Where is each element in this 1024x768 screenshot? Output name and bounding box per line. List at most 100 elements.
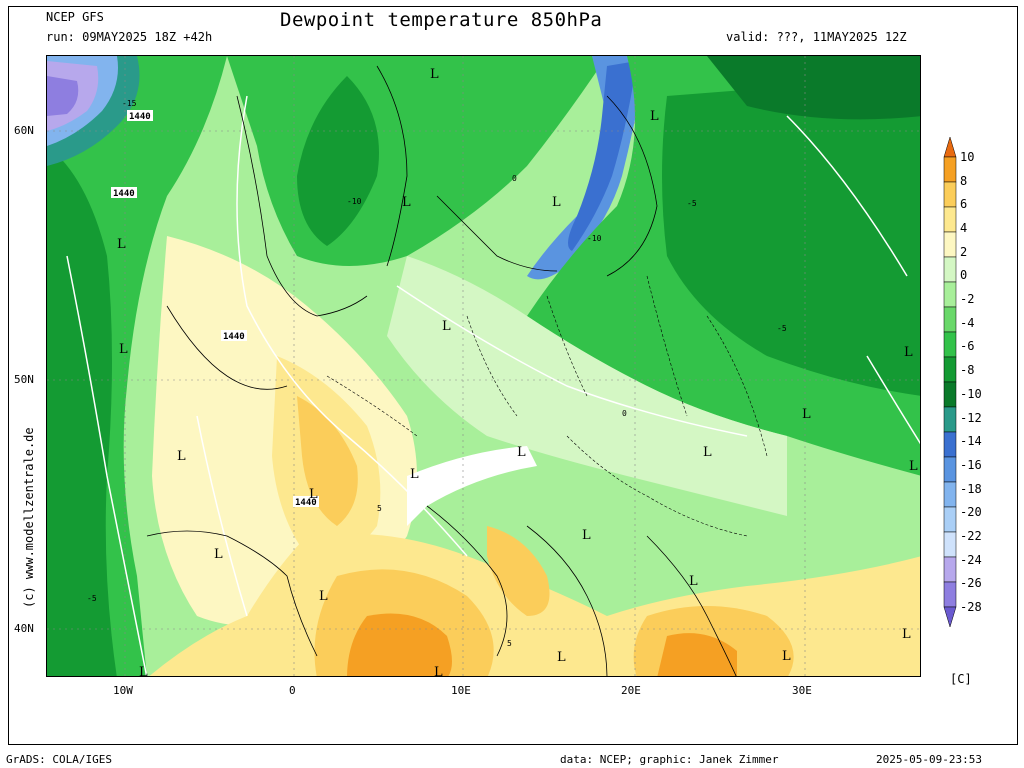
colorbar-tick-label: -6: [960, 339, 975, 354]
lon-label-0: 0: [289, 684, 296, 697]
colorbar-swatch: [943, 556, 957, 583]
footer-software: GrADS: COLA/IGES: [6, 753, 112, 766]
run-info: run: 09MAY2025 18Z +42h: [46, 30, 213, 44]
dewpoint-label: -5: [87, 594, 97, 603]
colorbar-tick-label: -26: [960, 576, 982, 591]
colorbar-swatch: [943, 331, 957, 358]
dewpoint-label: -15: [122, 99, 137, 108]
model-name: NCEP GFS: [46, 10, 104, 24]
footer-source: data: NCEP; graphic: Janek Zimmer: [560, 753, 779, 766]
figure-frame: [8, 6, 1018, 745]
dewpoint-label: -5: [687, 199, 697, 208]
colorbar-tick-label: -12: [960, 410, 982, 425]
colorbar-swatch: [943, 206, 957, 233]
low-pressure-marker: L: [402, 195, 411, 210]
colorbar-swatch: [943, 431, 957, 458]
dewpoint-label: 5: [377, 504, 382, 513]
pressure-label: 1440: [113, 189, 135, 199]
low-pressure-marker: L: [904, 345, 913, 360]
colorbar-swatch: [943, 481, 957, 508]
low-pressure-marker: L: [552, 195, 561, 210]
colorbar-tick-label: -24: [960, 552, 982, 567]
colorbar-swatch: [943, 281, 957, 308]
unit-label: [C]: [950, 672, 972, 686]
colorbar-swatch: [943, 406, 957, 433]
dewpoint-label: -10: [587, 234, 602, 243]
low-pressure-marker: L: [782, 649, 791, 664]
lon-label-20e: 20E: [621, 684, 641, 697]
colorbar-tick-label: -16: [960, 457, 982, 472]
pressure-label: 1440: [223, 332, 245, 342]
colorbar-tick-label: 0: [960, 268, 968, 283]
colorbar-swatch: [943, 506, 957, 533]
low-pressure-marker: L: [319, 589, 328, 604]
low-pressure-marker: L: [557, 650, 566, 665]
colorbar-swatch: [943, 356, 957, 383]
low-marker-group: L L L L L L L L L L L L L L L L L L L L …: [117, 67, 918, 677]
colorbar-tick-label: -2: [960, 292, 975, 307]
colorbar-tick-label: 6: [960, 197, 968, 212]
colorbar-swatch: [943, 531, 957, 558]
low-pressure-marker: L: [119, 342, 128, 357]
pressure-label-group: 1440 1440 1440 1440: [111, 110, 319, 508]
dewpoint-label: 5: [507, 639, 512, 648]
dewpoint-label: -5: [777, 324, 787, 333]
low-pressure-marker: L: [909, 459, 918, 474]
colorbar-tick-label: -14: [960, 434, 982, 449]
low-pressure-marker: L: [214, 547, 223, 562]
dewpoint-label: 0: [622, 409, 627, 418]
lon-label-10w: 10W: [113, 684, 133, 697]
low-pressure-marker: L: [434, 665, 443, 677]
colorbar-swatch: [943, 456, 957, 483]
colorbar-swatch: [943, 181, 957, 208]
lat-label-40n: 40N: [14, 622, 34, 635]
country-borders: [326, 275, 768, 537]
lat-label-50n: 50N: [14, 373, 34, 386]
geopotential-contours: [66, 95, 920, 676]
colorbar-tick-label: -20: [960, 505, 982, 520]
colorbar-swatch: [943, 306, 957, 333]
colorbar-tick-label: 4: [960, 221, 968, 236]
colorbar-tick-label: 8: [960, 173, 968, 188]
dewpoint-label-group: -15 -10 -5 0 5 -10 -5 0 5 -5: [87, 99, 787, 648]
low-pressure-marker: L: [309, 487, 318, 502]
lon-label-30e: 30E: [792, 684, 812, 697]
map-title: Dewpoint temperature 850hPa: [280, 9, 603, 31]
colorbar-swatch: [943, 231, 957, 258]
colorbar-tick-label: -22: [960, 528, 982, 543]
colorbar-swatch: [943, 256, 957, 283]
low-pressure-marker: L: [117, 237, 126, 252]
low-pressure-marker: L: [902, 627, 911, 642]
colorbar-swatch: [943, 156, 957, 183]
low-pressure-marker: L: [139, 665, 148, 677]
low-pressure-marker: L: [802, 407, 811, 422]
low-pressure-marker: L: [410, 467, 419, 482]
coastlines: [146, 65, 737, 676]
colorbar-tick-label: -4: [960, 315, 975, 330]
low-pressure-marker: L: [430, 67, 439, 82]
colorbar-tick-label: 2: [960, 244, 968, 259]
alps-mask: [407, 446, 537, 526]
low-pressure-marker: L: [582, 528, 591, 543]
lon-label-10e: 10E: [451, 684, 471, 697]
colorbar-swatch: [943, 606, 957, 628]
dewpoint-map: -15 -10 -5 0 5 -10 -5 0 5 -5 1440 1440 1…: [46, 55, 921, 677]
colorbar-tick-label: 10: [960, 150, 975, 164]
colorbar-tick-label: -10: [960, 386, 982, 401]
low-pressure-marker: L: [517, 445, 526, 460]
pressure-label: 1440: [295, 498, 317, 508]
colorbar: 10 8 6 4 2 0 -2 -4 -6 -8 -10 -12 -14 -16 -18 -20 -22 -24 -…: [942, 136, 1012, 628]
low-pressure-marker: L: [442, 319, 451, 334]
valid-time: valid: ???, 11MAY2025 12Z: [726, 30, 907, 44]
lat-lon-grid: [47, 56, 920, 676]
colorbar-tick-label: -28: [960, 600, 982, 614]
low-pressure-marker: L: [703, 445, 712, 460]
lat-label-60n: 60N: [14, 124, 34, 137]
colorbar-tick-label: -18: [960, 481, 982, 496]
low-pressure-marker: L: [650, 109, 659, 124]
low-pressure-marker: L: [689, 574, 698, 589]
pressure-label: 1440: [129, 112, 151, 122]
colorbar-swatch: [943, 381, 957, 408]
credit-text: (c) www.modellzentrale.de: [22, 427, 36, 608]
dewpoint-label: -10: [347, 197, 362, 206]
